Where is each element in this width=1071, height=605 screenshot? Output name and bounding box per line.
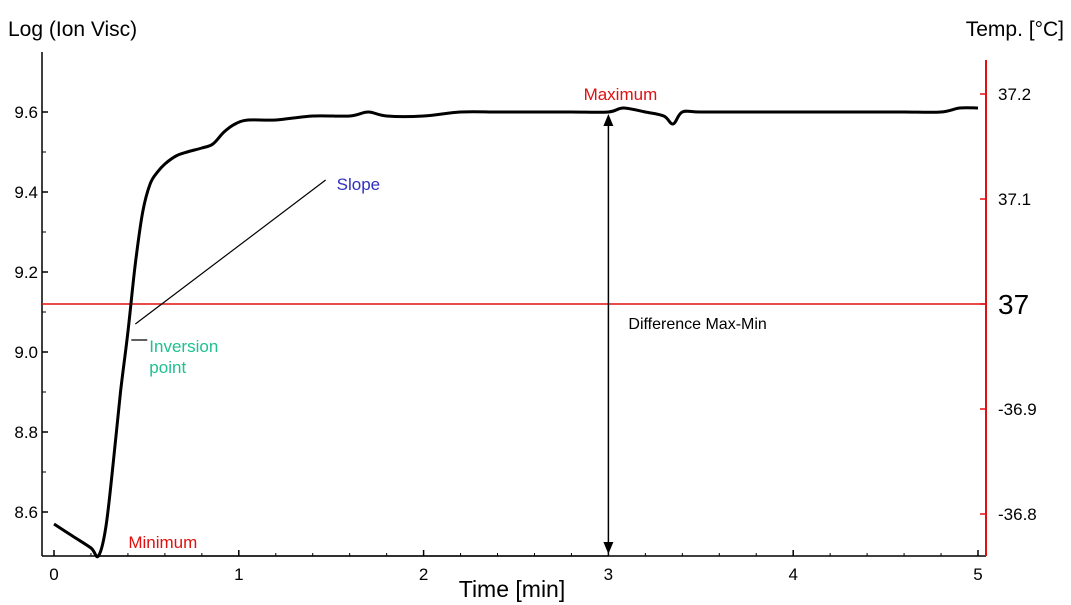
x-ticks: 0 1 2 3 4 5 <box>49 550 983 584</box>
x-tick-label: 1 <box>234 565 243 584</box>
y-left-tick-label: 8.8 <box>14 423 38 442</box>
y-left-tick-label: 8.6 <box>14 503 38 522</box>
x-tick-label: 2 <box>419 565 428 584</box>
x-tick-label: 4 <box>788 565 797 584</box>
ion-viscosity-curve <box>53 106 979 559</box>
y-left-tick-label: 9.4 <box>14 183 38 202</box>
y-left-axis-title: Log (Ion Visc) <box>8 18 137 41</box>
slope-line <box>134 179 327 325</box>
y-left-tick-label: 9.0 <box>14 343 38 362</box>
y-right-tick-label: -36.8 <box>998 505 1037 524</box>
x-tick-label: 0 <box>49 565 58 584</box>
arrow-up-icon <box>603 114 614 126</box>
y-right-tick-label: 37 <box>998 289 1029 320</box>
arrow-down-icon <box>603 542 614 554</box>
minimum-label: Minimum <box>128 533 197 552</box>
y-right-tick-label: 37.1 <box>998 190 1031 209</box>
slope-label: Slope <box>337 175 380 194</box>
y-left-tick-label: 9.6 <box>14 103 38 122</box>
difference-label: Difference Max-Min <box>628 316 766 333</box>
y-right-tick-label: -36.9 <box>998 400 1037 419</box>
y-left-tick-label: 9.2 <box>14 263 38 282</box>
x-tick-label: 5 <box>973 565 982 584</box>
y-left-ticks: 8.6 8.8 9.0 9.2 9.4 9.6 <box>14 103 48 522</box>
y-right-axis-title: Temp. [°C] <box>966 18 1064 41</box>
maximum-label: Maximum <box>584 85 658 104</box>
x-axis-title: Time [min] <box>459 576 566 602</box>
y-right-tick-label: 37.2 <box>998 85 1031 104</box>
x-tick-label: 3 <box>604 565 613 584</box>
inversion-label-line2: point <box>149 358 186 377</box>
y-right-ticks: -36.8 -36.9 37 37.1 37.2 <box>980 85 1037 524</box>
inversion-label-line1: Inversion <box>149 337 218 356</box>
